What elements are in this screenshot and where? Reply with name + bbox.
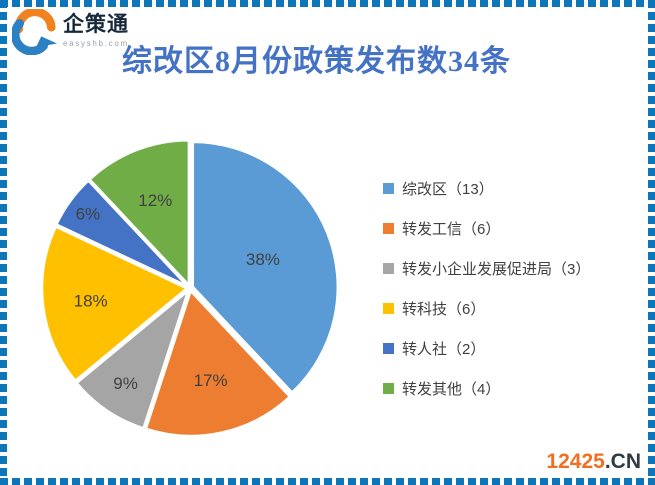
easyshb-logo-icon [12,9,58,55]
legend-label: 转发其他（4） [402,380,501,398]
legend-swatch-icon [383,222,394,234]
legend-item-4: 转人社（2） [383,328,590,368]
legend-swatch-icon [383,382,394,394]
chart-legend: 综改区（13） 转发工信（6） 转发小企业发展促进局（3） 转科技（6） 转人社（2） 转… [383,168,590,408]
pie-slice-2 [75,289,190,430]
pie-percent-label-1: 17% [194,371,228,390]
pie-percent-label-0: 38% [246,250,280,269]
page-title: 综改区8月份政策发布数34条 [122,45,511,78]
pie-slice-4 [55,179,189,288]
site-watermark: 12425.CN [546,450,641,474]
pie-percent-label-2: 9% [113,374,138,393]
dashed-border-right [648,0,655,485]
legend-label: 综改区（13） [402,180,494,198]
easyshb-logo: 企策通 easyshb.com [12,9,129,55]
legend-item-3: 转科技（6） [383,288,590,328]
legend-item-1: 转发工信（6） [383,208,590,248]
legend-label: 转发工信（6） [402,220,501,238]
pie-percent-label-3: 18% [74,292,108,311]
legend-swatch-icon [383,182,394,194]
brand-domain: easyshb.com [63,39,129,49]
legend-swatch-icon [383,342,394,354]
legend-item-0: 综改区（13） [383,168,590,208]
site-tld: .CN [604,450,641,473]
legend-swatch-icon [383,302,394,314]
pie-chart: 38% 17% 9% 18% 6% 12% [40,138,340,438]
legend-label: 转发小企业发展促进局（3） [402,260,591,278]
legend-item-2: 转发小企业发展促进局（3） [383,248,590,288]
dashed-border-left [0,0,7,485]
pie-slice-5 [88,138,191,287]
dashed-border-bottom [0,478,655,485]
pie-slice-1 [144,289,292,438]
legend-label: 转科技（6） [402,300,486,318]
pie-slice-0 [191,140,340,394]
legend-label: 转人社（2） [402,340,486,358]
dashed-border-top [0,0,655,7]
logo-text: 企策通 easyshb.com [63,9,129,48]
brand-name: 企策通 [63,13,129,36]
legend-item-5: 转发其他（4） [383,368,590,408]
pie-percent-label-4: 6% [76,205,101,224]
site-number: 12425 [546,450,605,473]
pie-percent-label-5: 12% [138,191,172,210]
pie-slice-3 [40,225,189,383]
legend-swatch-icon [383,262,394,274]
